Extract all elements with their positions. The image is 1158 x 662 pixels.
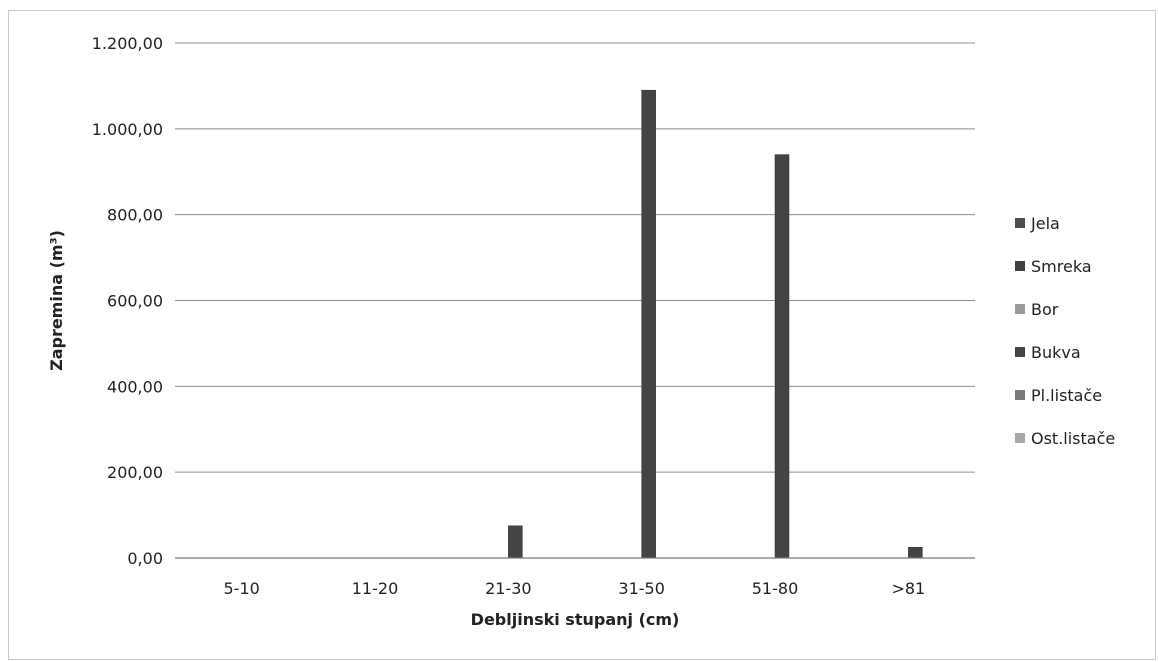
legend: Jela Smreka Bor Bukva Pl.listače Ost.listače (1015, 214, 1115, 448)
x-axis-title: Debljinski stupanj (cm) (471, 610, 680, 629)
legend-label: Jela (1030, 214, 1060, 233)
x-tick-label: 31-50 (618, 579, 665, 598)
y-tick-label: 200,00 (107, 463, 163, 482)
y-tick-label: 0,00 (127, 549, 163, 568)
chart-frame (8, 10, 1156, 660)
gridlines (175, 42, 975, 473)
legend-swatch (1015, 347, 1025, 357)
bar-bukva-4 (774, 154, 790, 559)
y-tick-label: 1.200,00 (92, 34, 163, 53)
x-tick-label: 51-80 (752, 579, 799, 598)
y-tick-label: 600,00 (107, 292, 163, 311)
legend-swatch (1015, 218, 1025, 228)
x-tick-label: 11-20 (352, 579, 399, 598)
legend-swatch (1015, 304, 1025, 314)
x-axis-ticks: 5-10 11-20 21-30 31-50 51-80 >81 (224, 579, 926, 598)
legend-label: Bor (1031, 300, 1059, 319)
bar-bukva-2 (508, 525, 523, 559)
x-tick-label: 5-10 (224, 579, 260, 598)
y-tick-label: 400,00 (107, 377, 163, 396)
y-tick-label: 800,00 (107, 206, 163, 225)
legend-swatch (1015, 433, 1025, 443)
bar-bukva-5 (908, 547, 923, 559)
x-tick-label: >81 (891, 579, 925, 598)
legend-swatch (1015, 261, 1025, 271)
legend-label: Smreka (1031, 257, 1092, 276)
legend-label: Pl.listače (1031, 386, 1102, 405)
bars (508, 89, 923, 559)
legend-label: Bukva (1031, 343, 1081, 362)
y-tick-label: 1.000,00 (92, 120, 163, 139)
x-tick-label: 21-30 (485, 579, 532, 598)
y-axis-ticks: 0,00 200,00 400,00 600,00 800,00 1.000,00 1.20… (92, 34, 163, 568)
y-axis-title: Zapremina (m³) (47, 230, 66, 371)
legend-swatch (1015, 390, 1025, 400)
legend-label: Ost.listače (1031, 429, 1115, 448)
bar-bukva-3 (641, 89, 656, 559)
